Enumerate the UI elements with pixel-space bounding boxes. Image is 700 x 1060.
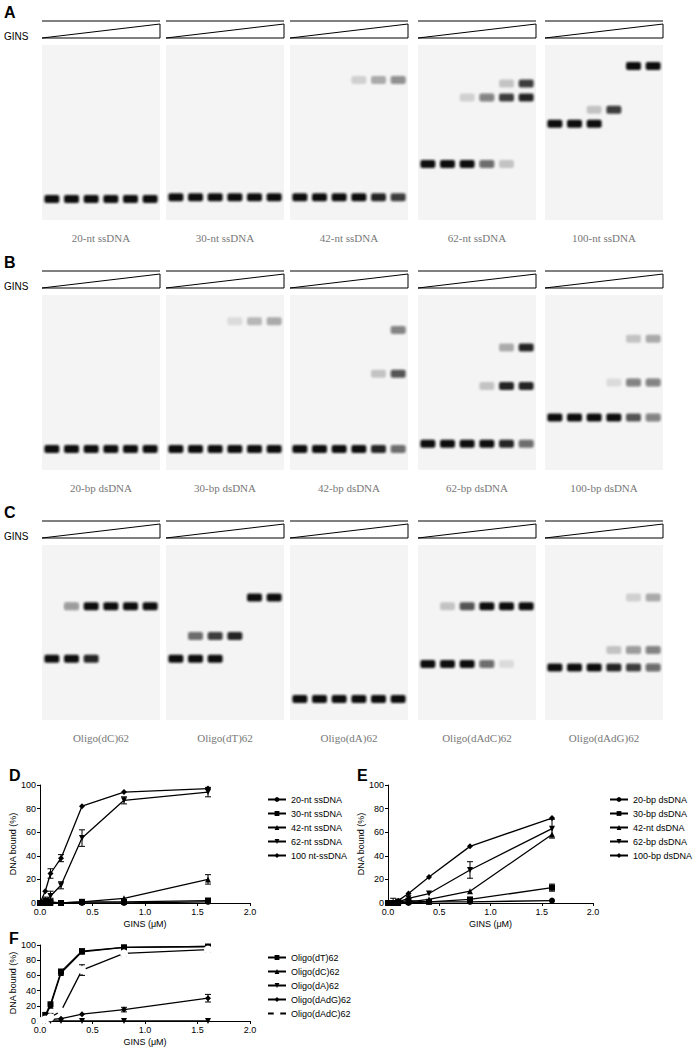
svg-text:Oligo(dAdG)62: Oligo(dAdG)62 bbox=[291, 995, 351, 1005]
svg-text:Oligo(dC)62: Oligo(dC)62 bbox=[291, 967, 340, 977]
svg-text:GINS (μM): GINS (μM) bbox=[469, 919, 512, 929]
svg-text:30-bp dsDNA: 30-bp dsDNA bbox=[194, 482, 256, 494]
svg-text:D: D bbox=[9, 767, 21, 784]
svg-text:2.0: 2.0 bbox=[587, 907, 600, 917]
svg-text:1.0: 1.0 bbox=[139, 907, 152, 917]
svg-text:100-bp dsDNA: 100-bp dsDNA bbox=[633, 851, 692, 861]
svg-text:100: 100 bbox=[21, 940, 36, 950]
svg-text:30-nt ssDNA: 30-nt ssDNA bbox=[196, 232, 254, 244]
svg-text:30-nt ssDNA: 30-nt ssDNA bbox=[291, 809, 342, 819]
svg-text:42-nt ssDNA: 42-nt ssDNA bbox=[291, 823, 342, 833]
svg-text:2.0: 2.0 bbox=[244, 1025, 257, 1035]
svg-text:100-bp dsDNA: 100-bp dsDNA bbox=[570, 482, 638, 494]
svg-text:40: 40 bbox=[26, 986, 36, 996]
svg-text:62-nt ssDNA: 62-nt ssDNA bbox=[291, 837, 342, 847]
svg-text:42-nt ssDNA: 42-nt ssDNA bbox=[320, 232, 378, 244]
svg-text:40: 40 bbox=[26, 851, 36, 861]
svg-text:0.0: 0.0 bbox=[34, 1025, 47, 1035]
svg-text:A: A bbox=[4, 4, 16, 21]
svg-text:F: F bbox=[9, 930, 19, 947]
svg-text:60: 60 bbox=[26, 827, 36, 837]
svg-text:DNA bound (%): DNA bound (%) bbox=[8, 813, 18, 876]
svg-text:80: 80 bbox=[26, 804, 36, 814]
svg-text:60: 60 bbox=[374, 827, 384, 837]
svg-text:Oligo(dT)62: Oligo(dT)62 bbox=[291, 953, 339, 963]
svg-text:Oligo(dAdC)62: Oligo(dAdC)62 bbox=[442, 732, 512, 745]
svg-text:1.5: 1.5 bbox=[191, 1025, 204, 1035]
svg-text:1.5: 1.5 bbox=[191, 907, 204, 917]
svg-text:2.0: 2.0 bbox=[244, 907, 257, 917]
svg-text:Oligo(dC)62: Oligo(dC)62 bbox=[73, 732, 129, 745]
svg-text:62-bp dsDNA: 62-bp dsDNA bbox=[446, 482, 508, 494]
svg-text:Oligo(dT)62: Oligo(dT)62 bbox=[197, 732, 253, 745]
svg-text:B: B bbox=[4, 254, 16, 271]
svg-text:20: 20 bbox=[374, 874, 384, 884]
svg-text:0.5: 0.5 bbox=[433, 907, 446, 917]
svg-text:100: 100 bbox=[369, 780, 384, 790]
svg-text:GINS (μM): GINS (μM) bbox=[123, 1037, 166, 1047]
svg-text:0.5: 0.5 bbox=[86, 1025, 99, 1035]
svg-text:42-bp dsDNA: 42-bp dsDNA bbox=[318, 482, 380, 494]
svg-text:0: 0 bbox=[379, 898, 384, 908]
svg-text:20-nt ssDNA: 20-nt ssDNA bbox=[291, 795, 342, 805]
svg-text:GINS: GINS bbox=[4, 281, 29, 292]
svg-text:0: 0 bbox=[31, 898, 36, 908]
svg-text:80: 80 bbox=[26, 955, 36, 965]
svg-text:40: 40 bbox=[374, 851, 384, 861]
svg-text:1.5: 1.5 bbox=[535, 907, 548, 917]
svg-text:GINS: GINS bbox=[4, 31, 29, 42]
svg-text:42-nt dsDNA: 42-nt dsDNA bbox=[633, 823, 685, 833]
svg-text:E: E bbox=[357, 767, 368, 784]
svg-text:100-nt ssDNA: 100-nt ssDNA bbox=[572, 232, 636, 244]
svg-text:DNA bound (%): DNA bound (%) bbox=[8, 952, 18, 1015]
svg-text:0.0: 0.0 bbox=[382, 907, 395, 917]
svg-text:DNA bound (%): DNA bound (%) bbox=[356, 813, 366, 876]
svg-text:GINS (μM): GINS (μM) bbox=[123, 919, 166, 929]
svg-text:Oligo(dA)62: Oligo(dA)62 bbox=[291, 981, 339, 991]
svg-text:0.0: 0.0 bbox=[34, 907, 47, 917]
svg-text:20-bp dsDNA: 20-bp dsDNA bbox=[633, 795, 687, 805]
svg-text:30-bp dsDNA: 30-bp dsDNA bbox=[633, 809, 687, 819]
svg-text:100 nt-ssDNA: 100 nt-ssDNA bbox=[291, 851, 347, 861]
svg-text:80: 80 bbox=[374, 804, 384, 814]
svg-text:60: 60 bbox=[26, 970, 36, 980]
svg-text:100: 100 bbox=[21, 780, 36, 790]
svg-text:20-nt ssDNA: 20-nt ssDNA bbox=[72, 232, 130, 244]
svg-text:1.0: 1.0 bbox=[484, 907, 497, 917]
svg-text:GINS: GINS bbox=[4, 531, 29, 542]
svg-text:0: 0 bbox=[31, 1016, 36, 1026]
svg-text:Oligo(dAdC)62: Oligo(dAdC)62 bbox=[291, 1009, 351, 1019]
svg-text:62-bp dsDNA: 62-bp dsDNA bbox=[633, 837, 687, 847]
svg-text:20: 20 bbox=[26, 1001, 36, 1011]
svg-text:0.5: 0.5 bbox=[86, 907, 99, 917]
svg-text:Oligo(dAdG)62: Oligo(dAdG)62 bbox=[569, 732, 639, 745]
svg-text:20: 20 bbox=[26, 874, 36, 884]
svg-text:1.0: 1.0 bbox=[139, 1025, 152, 1035]
svg-text:Oligo(dA)62: Oligo(dA)62 bbox=[321, 732, 378, 745]
svg-text:62-nt ssDNA: 62-nt ssDNA bbox=[448, 232, 506, 244]
svg-text:20-bp dsDNA: 20-bp dsDNA bbox=[70, 482, 132, 494]
svg-text:C: C bbox=[4, 504, 16, 521]
